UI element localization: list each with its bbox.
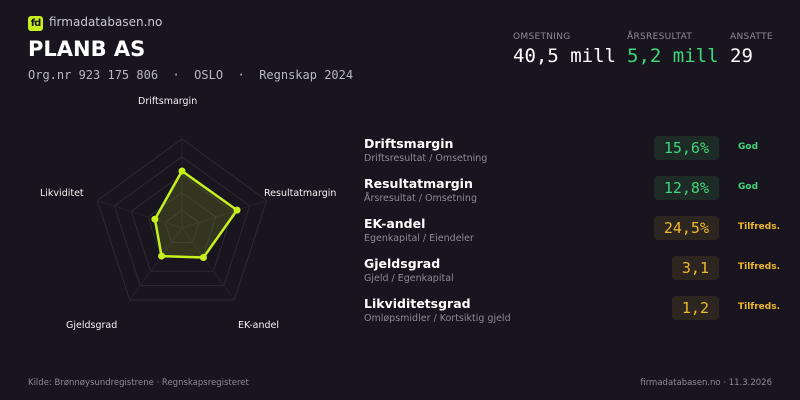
radar-chart (96, 138, 268, 301)
ratio-status: God (738, 142, 759, 152)
ratio-formula: Egenkapital / Eiendeler (364, 233, 474, 244)
radar-point-ek-andel (199, 254, 207, 262)
ratio-name: Driftsmargin (364, 136, 454, 151)
stat-value-omsetning: 40,5 mill (513, 45, 616, 67)
axis-label-likviditet: Likviditet (40, 188, 84, 199)
ratio-formula: Omløpsmidler / Kortsiktig gjeld (364, 313, 511, 324)
ratio-status: Tilfreds. (738, 262, 780, 272)
radar-grid-ring (164, 209, 200, 243)
axis-label-ek-andel: EK-andel (238, 320, 280, 331)
ratio-name: Resultatmargin (364, 176, 473, 191)
ratio-value-badge: 12,8% (653, 176, 719, 200)
radar-series-area (153, 169, 239, 259)
ratio-row: Driftsmargin Driftsresultat / Omsetning … (364, 136, 784, 172)
stat-label-ansatte: ANSATTE (730, 32, 773, 42)
ratio-name: Gjeldsgrad (364, 256, 441, 271)
ratio-row: Resultatmargin Årsresultat / Omsetning 1… (364, 176, 784, 212)
radar-axis-line (181, 200, 267, 229)
radar-axis-line (129, 227, 183, 301)
ratio-value-badge: 3,1 (671, 256, 719, 280)
ratio-status: Tilfreds. (738, 302, 780, 312)
axis-label-driftsmargin: Driftsmargin (138, 96, 198, 107)
radar-point-gjeldsgrad (158, 252, 166, 260)
stat-label-omsetning: OMSETNING (513, 32, 571, 42)
footer-site: firmadatabasen.no · 11.3.2026 (640, 378, 772, 388)
stat-label-arsresultat: ÅRSRESULTAT (627, 32, 693, 42)
ratio-status: God (738, 182, 759, 192)
footer-source: Kilde: Brønnøysundregistrene · Regnskaps… (28, 378, 249, 388)
ratio-formula: Gjeld / Egenkapital (364, 273, 454, 284)
radar-axis-line (97, 200, 183, 229)
ratio-value-badge: 1,2 (671, 296, 719, 320)
stat-value-ansatte: 29 (730, 45, 753, 67)
ratio-value-badge: 24,5% (653, 216, 719, 240)
radar-grid-ring (96, 138, 268, 301)
stat-value-arsresultat: 5,2 mill (627, 45, 719, 67)
radar-grid-ring (113, 156, 251, 287)
logo-icon: fd (28, 16, 43, 31)
radar-point-resultatmargin (233, 206, 241, 214)
ratio-status: Tilfreds. (738, 222, 780, 232)
radar-axis-line (181, 227, 235, 301)
ratio-row: EK-andel Egenkapital / Eiendeler 24,5% T… (364, 216, 784, 252)
ratio-formula: Årsresultat / Omsetning (364, 193, 477, 204)
ratio-value-badge: 15,6% (653, 136, 719, 160)
ratio-name: EK-andel (364, 216, 426, 231)
company-meta: Org.nr 923 175 806 · OSLO · Regnskap 202… (28, 68, 354, 82)
radar-point-likviditet (151, 215, 159, 223)
axis-label-gjeldsgrad: Gjeldsgrad (66, 320, 118, 331)
ratio-formula: Driftsresultat / Omsetning (364, 153, 488, 164)
ratio-row: Likviditetsgrad Omløpsmidler / Kortsikti… (364, 296, 784, 332)
radar-grid-ring (130, 173, 234, 272)
company-name: PLANB AS (28, 37, 146, 61)
ratio-row: Gjeldsgrad Gjeld / Egenkapital 3,1 Tilfr… (364, 256, 784, 292)
axis-label-resultatmargin: Resultatmargin (264, 188, 337, 199)
radar-point-driftsmargin (178, 167, 186, 175)
ratio-name: Likviditetsgrad (364, 296, 471, 311)
brand-name[interactable]: firmadatabasen.no (49, 15, 163, 29)
